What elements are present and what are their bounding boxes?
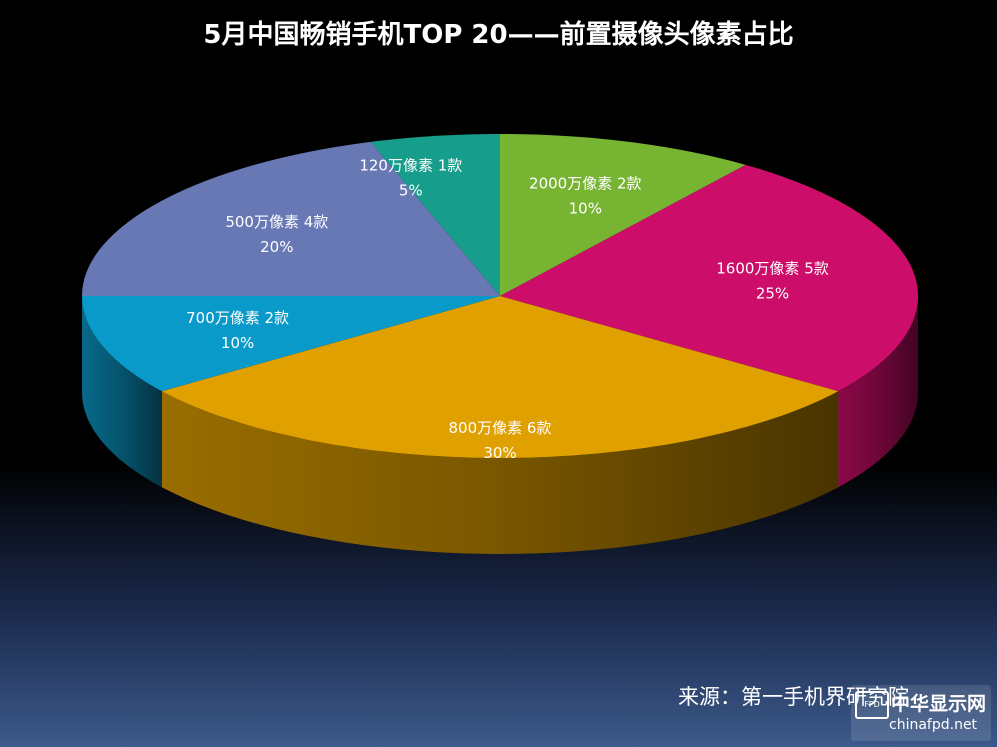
pie-side-shade-3 — [161, 391, 839, 554]
chart-title: 5月中国畅销手机TOP 20——前置摄像头像素占比 — [203, 20, 794, 50]
slice-label-2: 1600万像素 5款 — [716, 259, 829, 277]
slice-label-5: 500万像素 4款 — [225, 213, 328, 231]
pie-side-walls — [82, 296, 918, 554]
pie-slice-1 — [500, 133, 746, 296]
pie-slice-4 — [82, 296, 500, 392]
slice-percent-4: 10% — [221, 334, 254, 352]
slice-percent-3: 30% — [483, 444, 516, 462]
slice-percent-5: 20% — [260, 238, 293, 256]
slice-label-6: 120万像素 1款 — [359, 156, 462, 174]
pie-side-shade-4 — [82, 296, 162, 488]
slice-label-3: 800万像素 6款 — [449, 419, 552, 437]
pie-top-slices — [81, 133, 919, 458]
pie-slice-5 — [81, 141, 500, 296]
watermark-en: chinafpd.net — [889, 717, 978, 733]
slice-label-1: 2000万像素 2款 — [529, 174, 642, 192]
source-note: 来源：第一手机界研究院 — [678, 685, 909, 709]
watermark-cn: 中华显示网 — [891, 693, 987, 715]
pie-slice-2 — [500, 164, 919, 392]
slice-percent-2: 25% — [756, 284, 789, 302]
slice-label-4: 700万像素 2款 — [186, 309, 289, 327]
pie-side-shade-2 — [838, 296, 918, 488]
pie-slice-6 — [370, 133, 500, 296]
pie-labels: 2000万像素 2款 10% 1600万像素 5款 25% 800万像素 6款 30% 70… — [186, 156, 829, 462]
pie-slice-3 — [161, 296, 839, 458]
monitor-icon: FPD — [855, 691, 889, 719]
slice-percent-1: 10% — [569, 199, 602, 217]
slice-percent-6: 5% — [399, 181, 423, 199]
watermark-logo: FPD 中华显示网 chinafpd.net — [851, 685, 991, 741]
